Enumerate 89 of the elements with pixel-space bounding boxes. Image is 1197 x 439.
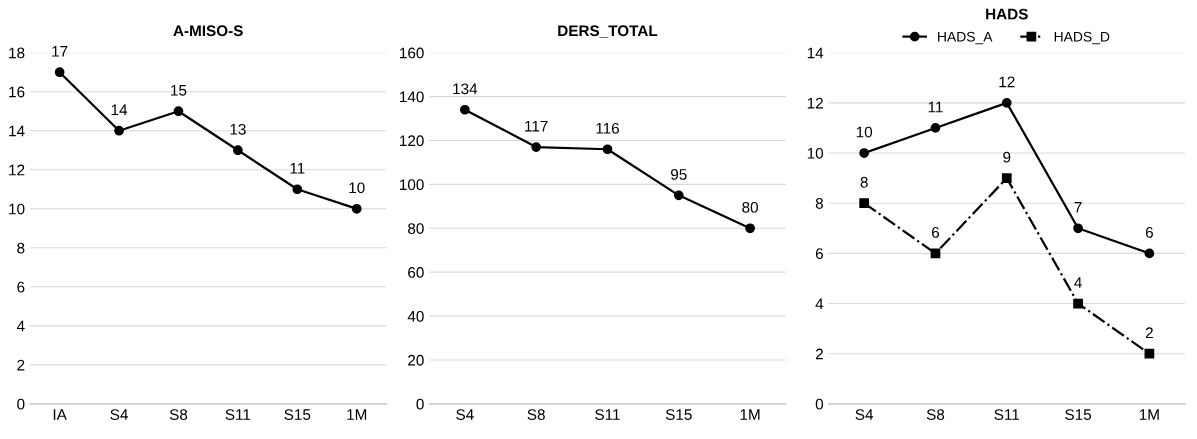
y-tick-label: 20	[408, 354, 424, 366]
y-tick-label: 140	[400, 91, 424, 103]
y-tick-label: 18	[9, 47, 25, 59]
y-tick-label: 2	[17, 359, 25, 371]
y-tick-label: 80	[408, 223, 424, 234]
data-label: 17	[52, 46, 68, 57]
data-label: 117	[525, 120, 548, 132]
x-tick-label: S11	[225, 409, 251, 420]
x-tick-label: S15	[665, 409, 692, 420]
y-tick-label: 0	[815, 398, 824, 410]
data-label: 116	[596, 122, 619, 134]
point	[859, 198, 870, 209]
data-label: 12	[999, 76, 1015, 88]
y-tick-label: 40	[407, 310, 424, 322]
y-tick-label: 2	[815, 348, 823, 360]
point	[531, 142, 542, 152]
point	[859, 148, 870, 158]
y-tick-label: 4	[815, 298, 824, 310]
point	[602, 144, 613, 155]
x-tick-label: S8	[169, 409, 188, 420]
data-label: 6	[932, 227, 940, 238]
y-tick-label: 100	[400, 179, 424, 191]
y-tick-label: 14	[9, 125, 25, 137]
point	[292, 184, 303, 195]
data-label: 10	[856, 126, 873, 138]
x-tick-label: S4	[110, 409, 128, 420]
y-tick-label: 0	[416, 398, 424, 410]
data-label: 6	[1145, 227, 1153, 238]
data-label: 8	[860, 176, 868, 188]
y-tick-label: 8	[815, 198, 823, 209]
x-tick-label: S11	[595, 409, 620, 420]
y-tick-label: 6	[17, 281, 25, 293]
data-label: 2	[1145, 327, 1153, 339]
y-tick-label: 60	[408, 267, 424, 278]
y-tick-label: 6	[815, 248, 823, 260]
data-label: 95	[671, 169, 687, 180]
x-tick-label: S4	[855, 409, 874, 420]
point	[233, 145, 243, 156]
chart-title: DERS_TOTAL	[558, 25, 658, 38]
point	[1144, 348, 1155, 359]
data-label: 4	[1074, 277, 1082, 288]
data-label: 10	[349, 182, 365, 194]
y-tick-label: 120	[400, 135, 424, 147]
data-label: 80	[742, 201, 758, 213]
y-tick-label: 4	[16, 320, 25, 332]
y-tick-label: 160	[400, 47, 424, 59]
point	[1073, 223, 1083, 234]
point	[351, 203, 362, 214]
data-label: 11	[928, 101, 943, 113]
x-tick-label: IA	[53, 409, 67, 420]
y-tick-label: 12	[9, 164, 25, 176]
point	[173, 106, 184, 117]
x-tick-label: 1M	[347, 409, 367, 420]
y-tick-label: 8	[17, 242, 25, 254]
x-tick-label: S11	[994, 409, 1020, 420]
x-tick-label: S15	[284, 409, 311, 420]
data-label: 134	[453, 83, 478, 95]
x-tick-label: S4	[456, 409, 474, 420]
x-tick-label: S15	[1065, 409, 1092, 420]
point	[54, 67, 65, 78]
legend-label: HADS_A	[938, 31, 993, 45]
data-label: 15	[171, 85, 187, 96]
y-tick-label: 16	[9, 86, 25, 98]
point	[114, 125, 124, 136]
data-label: 14	[111, 104, 128, 116]
y-tick-label: 0	[17, 398, 25, 410]
data-label: 11	[290, 163, 305, 174]
y-tick-label: 14	[807, 47, 824, 59]
point	[930, 123, 941, 133]
y-tick-label: 10	[9, 203, 25, 215]
x-tick-label: 1M	[1139, 409, 1159, 420]
legend-label: HADS_D	[1054, 31, 1110, 45]
point	[745, 223, 755, 234]
data-label: 9	[1003, 151, 1011, 163]
point	[1001, 97, 1012, 108]
point	[673, 190, 684, 201]
chart-title: HADS	[986, 8, 1028, 20]
x-tick-label: 1M	[740, 409, 760, 420]
data-label: 7	[1074, 202, 1082, 213]
x-tick-label: S8	[926, 409, 945, 420]
data-label: 13	[230, 123, 246, 135]
y-tick-label: 12	[807, 97, 823, 109]
point	[1144, 248, 1155, 259]
y-tick-label: 10	[807, 147, 824, 159]
point	[1001, 173, 1012, 183]
point	[1073, 298, 1083, 309]
x-tick-label: S8	[527, 409, 545, 420]
point	[460, 104, 470, 115]
chart-title: A-MISO-S	[173, 25, 243, 37]
